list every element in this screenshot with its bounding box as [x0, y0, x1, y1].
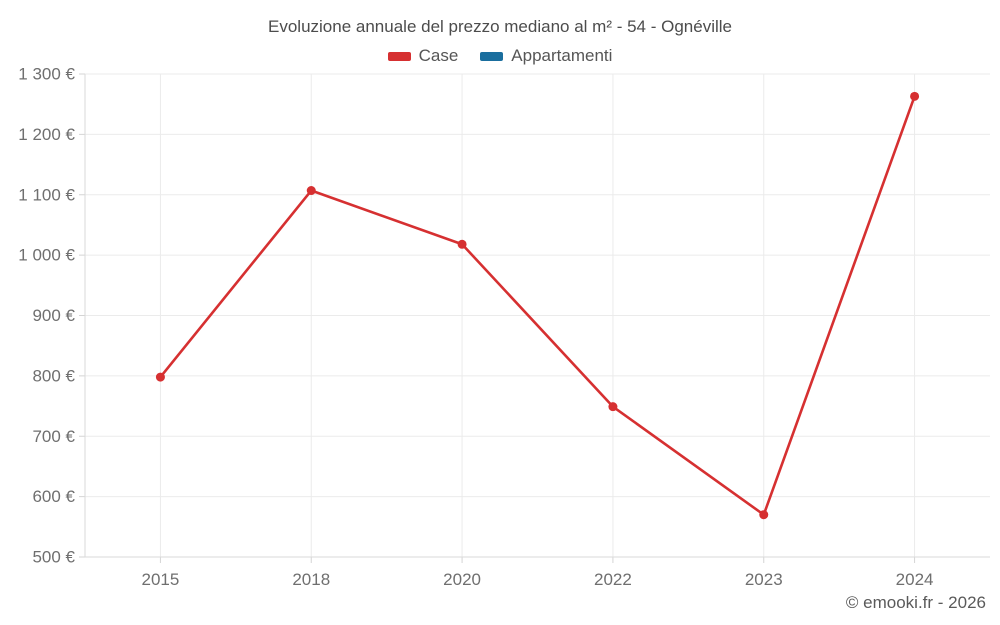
data-point-case[interactable] [608, 402, 618, 412]
chart-legend: Case Appartamenti [0, 46, 1000, 66]
appartamenti-legend-swatch [480, 51, 504, 61]
legend-item-label: Case [418, 46, 459, 65]
x-axis-label: 2020 [443, 570, 481, 589]
y-axis-label: 1 200 € [18, 125, 75, 144]
y-axis-label: 1 300 € [18, 65, 75, 84]
series-line-case [159, 95, 916, 517]
legend-item-label: Appartamenti [511, 46, 613, 65]
x-axis-label: 2015 [142, 570, 180, 589]
data-point-case[interactable] [306, 186, 316, 196]
data-point-case[interactable] [910, 91, 920, 101]
chart-title: Evoluzione annuale del prezzo mediano al… [268, 17, 732, 36]
data-point-case[interactable] [457, 239, 467, 249]
y-axis-label: 800 € [32, 366, 75, 385]
x-axis-label: 2024 [896, 570, 934, 589]
y-axis-label: 700 € [32, 427, 75, 446]
x-axis-label: 2018 [292, 570, 330, 589]
y-axis-label: 1 100 € [18, 185, 75, 204]
legend-item-appartamenti[interactable]: Appartamenti [480, 46, 612, 66]
x-axis-label: 2022 [594, 570, 632, 589]
case-legend-swatch [387, 51, 411, 61]
data-point-case[interactable] [155, 372, 165, 382]
x-axis-label: 2023 [745, 570, 783, 589]
y-axis-label: 600 € [32, 487, 75, 506]
y-axis-label: 900 € [32, 306, 75, 325]
footer-credit: © emooki.fr - 2026 [845, 593, 986, 612]
y-axis-label: 1 000 € [18, 246, 75, 265]
y-axis-label: 500 € [32, 548, 75, 567]
legend-item-case[interactable]: Case [387, 46, 459, 66]
data-point-case[interactable] [759, 510, 769, 520]
